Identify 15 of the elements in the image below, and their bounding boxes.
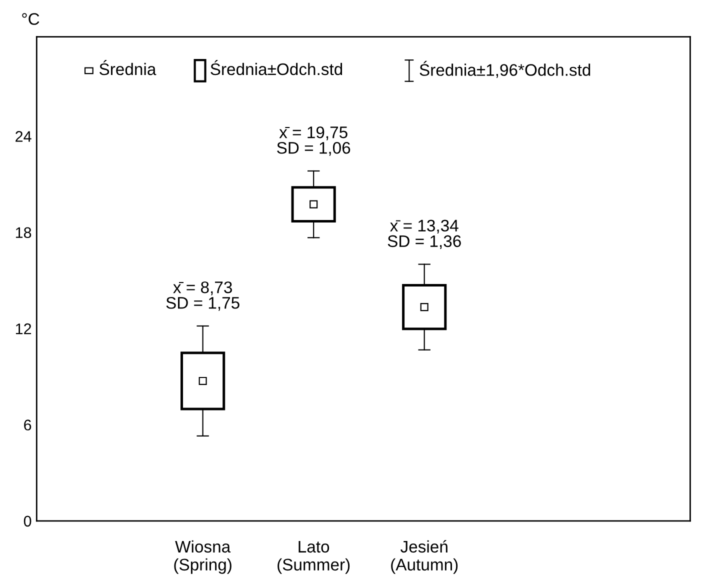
y-tick-label: 6: [24, 420, 32, 430]
annotation: x̄ = 13,34 SD = 1,36: [388, 220, 461, 250]
annotation: x̄ = 8,73 SD = 1,75: [166, 281, 240, 311]
annotation: Średnia: [100, 60, 156, 76]
y-axis-title: °C: [22, 13, 40, 25]
annotation: x̄ = 19,75 SD = 1,06: [277, 126, 350, 156]
y-tick-label: 0: [24, 516, 32, 527]
x-tick-label: Wiosna (Spring): [174, 540, 232, 574]
annotation: Średnia±1,96*Odch.std: [420, 60, 590, 78]
y-tick-label: 12: [16, 323, 32, 334]
x-tick-label: Jesień (Autumn): [391, 540, 458, 574]
x-tick-label: Lato (Summer): [278, 540, 350, 574]
annotation: Średnia±Odch.std: [210, 60, 342, 76]
y-tick-label: 18: [16, 227, 32, 238]
y-tick-label: 24: [16, 131, 32, 142]
